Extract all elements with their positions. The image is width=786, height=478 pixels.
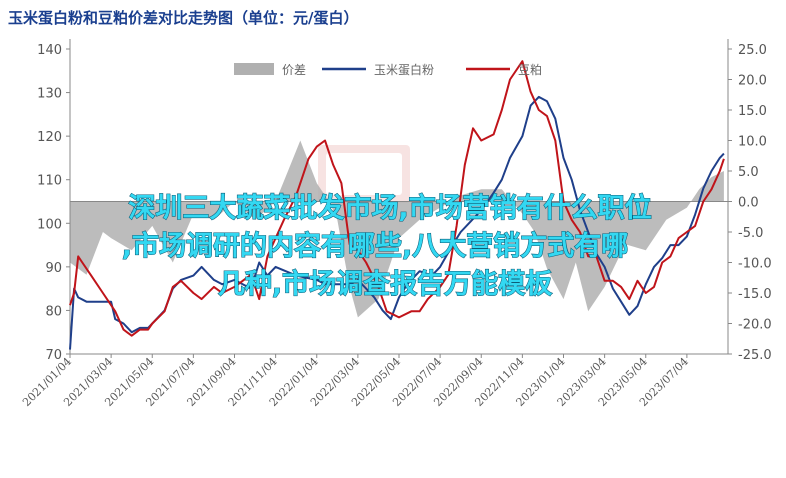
right-tick-label: 20.0 [738,74,767,89]
right-tick-label: 15.0 [738,104,767,119]
overlay-text-line-1: 深圳三大蔬菜批发市场,市场营销有什么职位 [128,192,651,224]
left-tick-label: 90 [45,261,62,276]
right-tick-label: -5.0 [738,226,763,241]
left-tick-label: 70 [45,348,62,363]
series-area-spread [70,140,724,318]
right-tick-label: -20.0 [738,318,772,333]
left-tick-label: 80 [45,304,62,319]
right-tick-label: -10.0 [738,257,772,272]
legend-swatch-area [234,63,274,75]
legend-label: 价差 [282,63,306,77]
legend-label: 豆粕 [518,62,542,77]
overlay-text-line-2: ,市场调研的内容有哪些,八大营销方式有哪 [122,230,629,262]
right-tick-label: 5.0 [738,165,759,180]
overlay-text-line-3: 几种,市场调查报告万能模板 [218,268,552,300]
chart-title: 玉米蛋白粉和豆粕价差对比走势图（单位：元/蛋白） [8,9,358,27]
right-tick-label: 25.0 [738,43,767,58]
spread-area-layer [70,140,724,318]
overlay-text-block: 深圳三大蔬菜批发市场,市场营销有什么职位 ,市场调研的内容有哪些,八大营销方式有… [121,191,652,300]
left-tick-label: 110 [37,174,62,189]
series-line-soymeal [69,60,725,337]
right-tick-label: 10.0 [738,135,767,150]
left-tick-label: 100 [37,217,62,232]
legend-label: 玉米蛋白粉 [374,62,434,77]
series-lines [69,60,725,350]
left-tick-label: 140 [37,43,62,58]
right-tick-label: -15.0 [738,287,772,302]
right-tick-label: -25.0 [738,348,772,363]
left-tick-label: 130 [37,87,62,102]
left-tick-label: 120 [37,130,62,145]
right-tick-label: 0.0 [738,196,759,211]
watermark-logo [318,145,410,203]
legend: 价差 玉米蛋白粉 豆粕 [234,62,542,77]
